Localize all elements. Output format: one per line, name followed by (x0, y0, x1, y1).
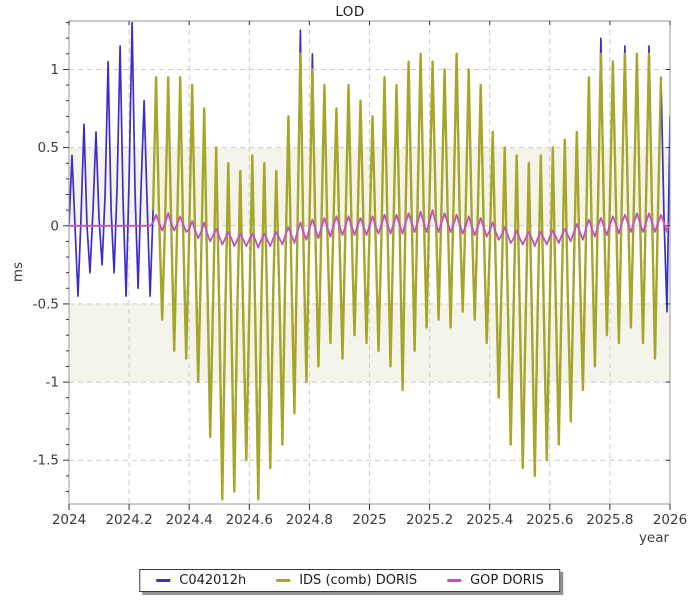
legend-line-sample-gop-doris (447, 579, 462, 582)
legend-label: C042012h (179, 573, 247, 588)
x-tick-label: 2024.6 (226, 512, 273, 528)
x-axis-label: year (638, 530, 670, 546)
x-tick-label: 2025 (352, 512, 386, 528)
x-tick-label: 2024 (52, 512, 86, 528)
series-line-gop-doris (69, 209, 670, 249)
y-tick-label: -0.5 (33, 296, 59, 312)
series-line-ids-comb-doris (151, 52, 663, 501)
x-tick-label: 2025.2 (406, 512, 453, 528)
x-tick-label: 2024.4 (166, 512, 213, 528)
plot-area: 1 0.5 0 -0.5 -1 -1.5 2024 2024.2 2024.4 2024.6 202… (33, 20, 687, 528)
x-tick-label: 2025.8 (586, 512, 633, 528)
legend-item-gop-doris: GOP DORIS (447, 573, 544, 588)
y-tick-label: 0 (50, 218, 59, 234)
x-tick-label: 2024.8 (286, 512, 333, 528)
legend-line-sample-c042012h (156, 579, 171, 582)
legend-label: IDS (comb) DORIS (299, 573, 418, 588)
x-tick-label: 2024.2 (105, 512, 152, 528)
y-tick-label: -1 (46, 375, 59, 391)
legend: C042012h IDS (comb) DORIS GOP DORIS (139, 569, 561, 592)
legend-item-ids-comb-doris: IDS (comb) DORIS (276, 573, 417, 588)
legend-label: GOP DORIS (470, 573, 544, 588)
y-tick-label: 0.5 (38, 140, 59, 156)
legend-item-c042012h: C042012h (156, 573, 246, 588)
y-tick-label: 1 (50, 62, 59, 78)
x-tick-label: 2025.6 (526, 512, 573, 528)
x-tick-label: 2025.4 (466, 512, 513, 528)
x-tick-label: 2026 (653, 512, 687, 528)
chart-title: LOD (335, 4, 365, 20)
legend-line-sample-ids-comb-doris (276, 579, 291, 582)
y-tick-label: -1.5 (33, 453, 59, 469)
